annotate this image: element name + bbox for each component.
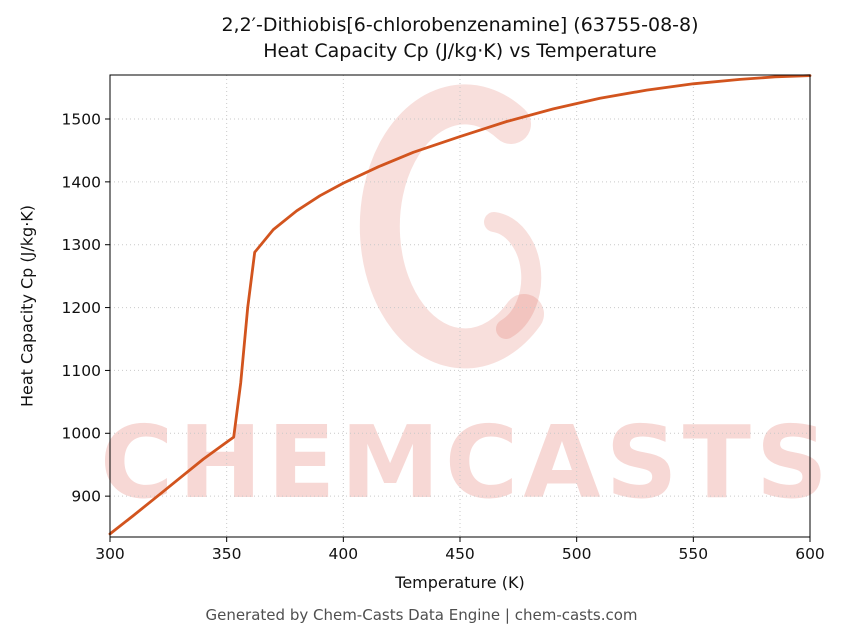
y-axis-label: Heat Capacity Cp (J/kg·K) (17, 204, 37, 408)
x-tick-label: 350 (212, 545, 242, 563)
y-tick-label: 1200 (62, 299, 101, 317)
y-tick-label: 1100 (62, 362, 101, 380)
gridlines (109, 75, 811, 537)
cp-vs-temperature-curve (108, 74, 812, 536)
x-tick-label: 450 (445, 545, 475, 563)
x-tick-label: 600 (795, 545, 825, 563)
tick-marks (105, 118, 811, 542)
chart-title: 2,2′-Dithiobis[6-chlorobenzenamine] (637… (110, 12, 810, 64)
y-tick-label: 1400 (62, 173, 101, 191)
chart-title-line1: 2,2′-Dithiobis[6-chlorobenzenamine] (637… (221, 14, 699, 36)
x-tick-label: 400 (329, 545, 359, 563)
tick-labels: 300 350 400 450 500 550 600 900 1000 1100 1200 1300… (62, 110, 825, 563)
x-axis-label: Temperature (K) (395, 573, 525, 592)
footer-attribution: Generated by Chem-Casts Data Engine | ch… (205, 606, 638, 624)
x-tick-label: 500 (562, 545, 592, 563)
y-tick-label: 1500 (62, 110, 101, 128)
x-tick-label: 300 (95, 545, 125, 563)
x-tick-label: 550 (679, 545, 709, 563)
y-tick-label: 1300 (62, 236, 101, 254)
y-tick-label: 1000 (62, 425, 101, 443)
chemcasts-logo-watermark-icon (359, 84, 544, 369)
chart-title-line2: Heat Capacity Cp (J/kg·K) vs Temperature (263, 40, 657, 62)
y-tick-label: 900 (71, 488, 101, 506)
